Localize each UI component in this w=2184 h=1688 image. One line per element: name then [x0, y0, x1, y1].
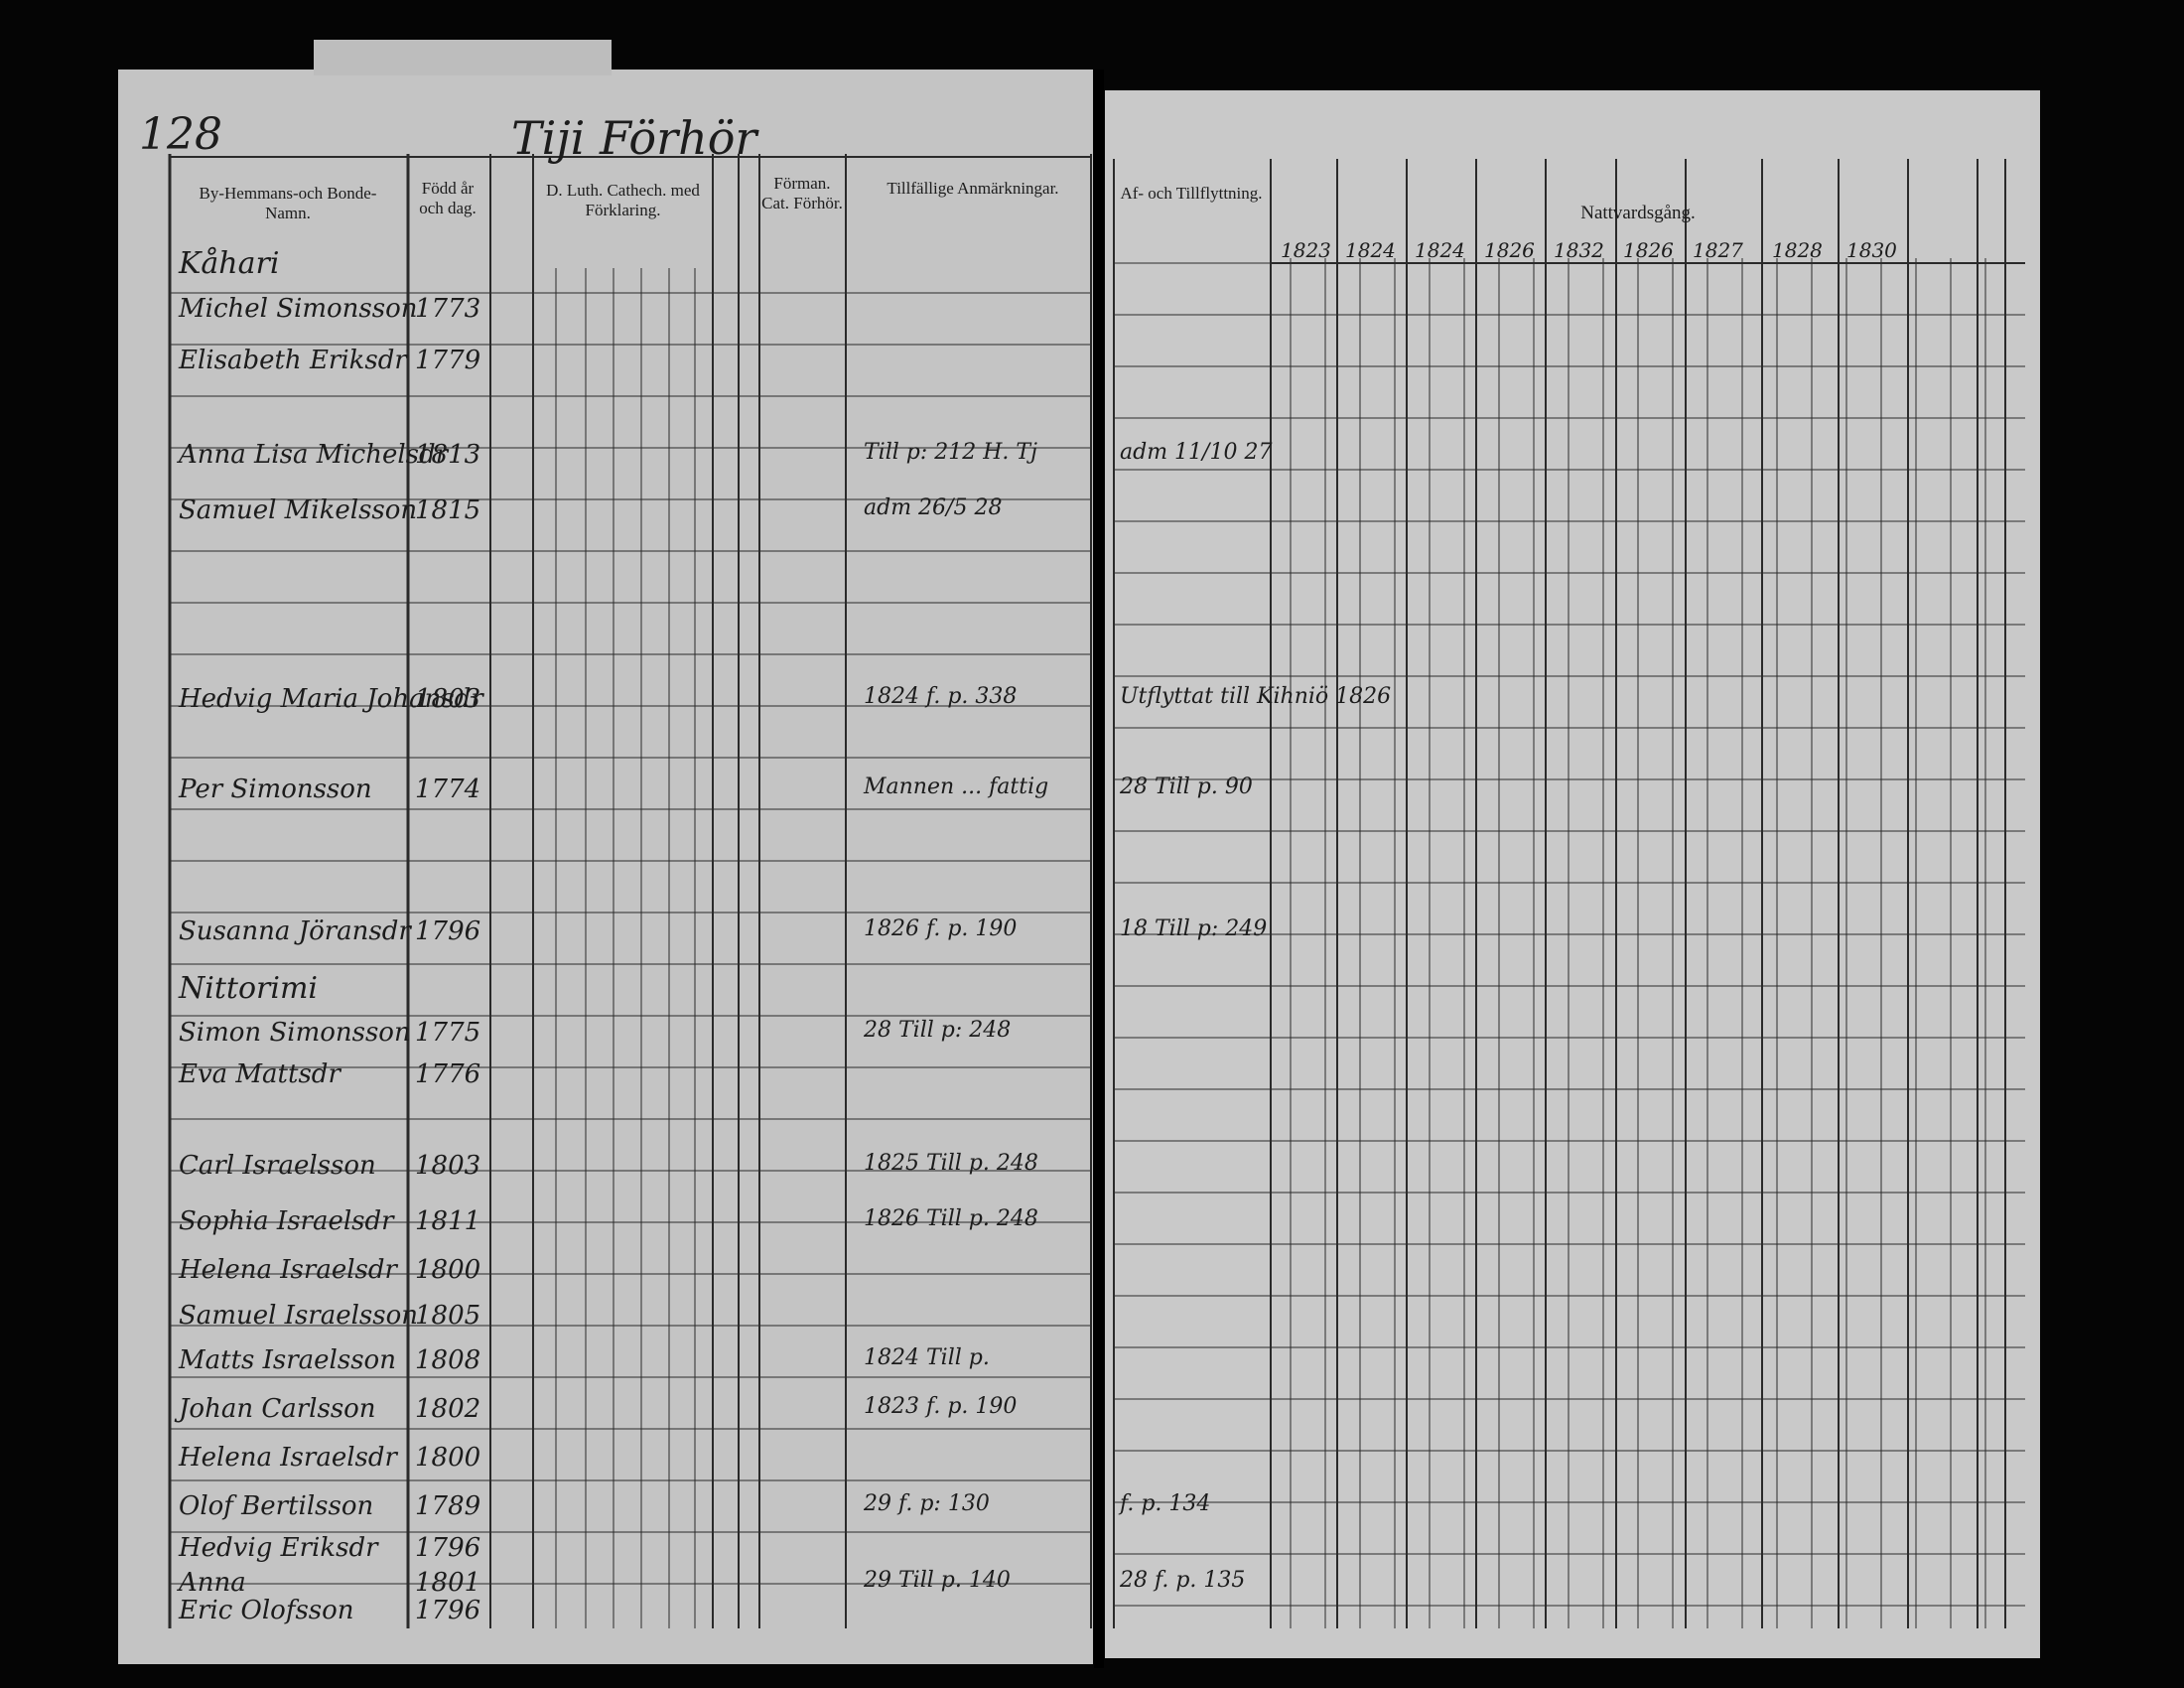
moving-note: 28 f. p. 135 — [1120, 1568, 1246, 1593]
column-header: Förman. Cat. Förhör. — [761, 174, 843, 212]
page-number: 128 — [139, 109, 222, 160]
remark: Mannen ... fattig — [864, 774, 1049, 799]
birth-year: 1813 — [415, 440, 481, 470]
column-header: Tillfällige Anmärkningar. — [887, 179, 1059, 198]
year-header: 1823 — [1281, 238, 1331, 262]
remark: 1825 Till p. 248 — [864, 1151, 1038, 1176]
person-name: Anna Lisa Michelsdr — [179, 440, 449, 470]
paper-strip — [314, 40, 612, 75]
section-heading: Kåhari — [179, 246, 280, 281]
person-name: Carl Israelsson — [179, 1151, 376, 1181]
birth-year: 1789 — [415, 1491, 481, 1521]
birth-year: 1800 — [415, 1255, 481, 1285]
column-header: Af- och Tillflyttning. — [1120, 184, 1263, 203]
left-page — [118, 70, 1093, 1664]
page-title: Tiji Förhör — [511, 111, 757, 165]
birth-year: 1796 — [415, 1533, 481, 1563]
person-name: Samuel Israelsson — [179, 1301, 419, 1331]
moving-note: 18 Till p: 249 — [1120, 916, 1268, 941]
year-header: 1824 — [1345, 238, 1396, 262]
person-name: Matts Israelsson — [179, 1345, 396, 1375]
person-name: Susanna Jöransdr — [179, 916, 411, 946]
person-name: Michel Simonsson — [179, 294, 418, 324]
year-header: 1827 — [1693, 238, 1743, 262]
person-name: Eric Olofsson — [179, 1596, 354, 1625]
person-name: Hedvig Maria Johansdr — [179, 684, 483, 714]
remark: adm 26/5 28 — [864, 495, 1003, 520]
person-name: Olof Bertilsson — [179, 1491, 374, 1521]
year-header: 1826 — [1623, 238, 1674, 262]
birth-year: 1803 — [415, 684, 481, 714]
birth-year: 1800 — [415, 1443, 481, 1473]
year-header: 1832 — [1554, 238, 1604, 262]
person-name: Simon Simonsson — [179, 1018, 411, 1048]
birth-year: 1811 — [415, 1206, 481, 1236]
column-header: Nattvardsgång. — [1580, 203, 1696, 223]
birth-year: 1776 — [415, 1059, 481, 1089]
birth-year: 1779 — [415, 346, 481, 375]
person-name: Johan Carlsson — [179, 1394, 376, 1424]
section-heading: Nittorimi — [179, 971, 318, 1006]
remark: 28 Till p: 248 — [864, 1018, 1012, 1043]
birth-year: 1802 — [415, 1394, 481, 1424]
birth-year: 1801 — [415, 1568, 481, 1598]
remark: 1823 f. p. 190 — [864, 1394, 1018, 1419]
year-header: 1826 — [1484, 238, 1535, 262]
remark: 1826 f. p. 190 — [864, 916, 1018, 941]
person-name: Anna — [179, 1568, 246, 1598]
birth-year: 1805 — [415, 1301, 481, 1331]
birth-year: 1808 — [415, 1345, 481, 1375]
birth-year: 1773 — [415, 294, 481, 324]
column-header: D. Luth. Cathech. med Förklaring. — [546, 181, 700, 219]
person-name: Helena Israelsdr — [179, 1255, 397, 1285]
person-name: Per Simonsson — [179, 774, 372, 804]
birth-year: 1796 — [415, 1596, 481, 1625]
person-name: Elisabeth Eriksdr — [179, 346, 407, 375]
remark: 1826 Till p. 248 — [864, 1206, 1038, 1231]
column-header: Född år och dag. — [419, 179, 477, 217]
moving-note: 28 Till p. 90 — [1120, 774, 1253, 799]
birth-year: 1815 — [415, 495, 481, 525]
birth-year: 1803 — [415, 1151, 481, 1181]
person-name: Helena Israelsdr — [179, 1443, 397, 1473]
moving-note: adm 11/10 27 — [1120, 440, 1273, 465]
remark: 1824 Till p. — [864, 1345, 990, 1370]
person-name: Hedvig Eriksdr — [179, 1533, 378, 1563]
person-name: Samuel Mikelsson — [179, 495, 418, 525]
column-header: By-Hemmans-och Bonde-Namn. — [199, 184, 377, 222]
right-page — [1105, 90, 2040, 1658]
remark: 29 Till p. 140 — [864, 1568, 1011, 1593]
birth-year: 1775 — [415, 1018, 481, 1048]
remark: 29 f. p: 130 — [864, 1491, 990, 1516]
birth-year: 1774 — [415, 774, 481, 804]
year-header: 1828 — [1772, 238, 1823, 262]
remark: Till p: 212 H. Tj — [864, 440, 1037, 465]
moving-note: f. p. 134 — [1120, 1491, 1211, 1516]
year-header: 1830 — [1846, 238, 1897, 262]
person-name: Eva Mattsdr — [179, 1059, 341, 1089]
remark: 1824 f. p. 338 — [864, 684, 1018, 709]
person-name: Sophia Israelsdr — [179, 1206, 394, 1236]
birth-year: 1796 — [415, 916, 481, 946]
moving-note: Utflyttat till Kihniö 1826 — [1120, 684, 1392, 709]
year-header: 1824 — [1415, 238, 1465, 262]
